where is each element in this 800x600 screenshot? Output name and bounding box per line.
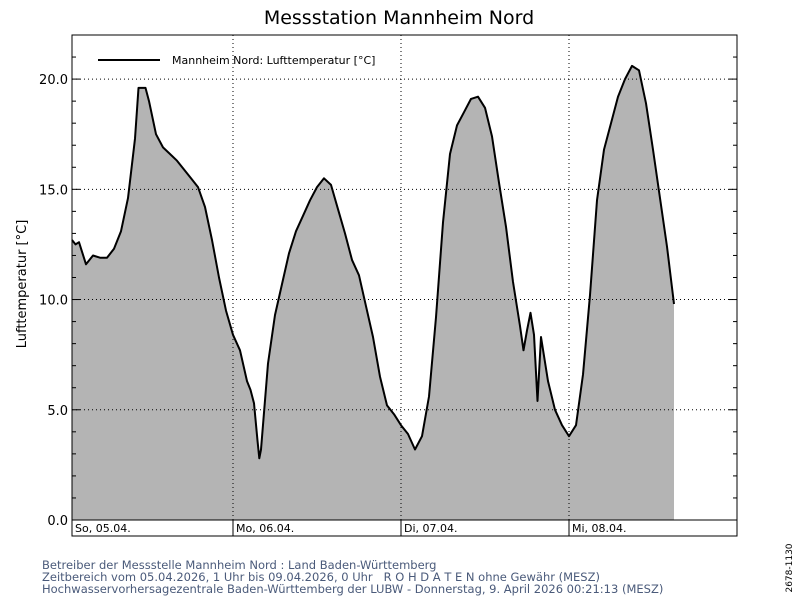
series-area [72,65,674,521]
y-axis-label: Lufttemperatur [°C] [15,220,30,349]
footer-source: Hochwasservorhersagezentrale Baden-Württ… [42,582,664,596]
y-tick-label: 15.0 [39,183,68,198]
day-label: So, 05.04. [75,522,131,535]
day-label: Di, 07.04. [404,522,458,535]
chart-title: Messstation Mannheim Nord [264,7,534,29]
series-line-path [71,64,675,460]
day-label: Mi, 08.04. [572,522,627,535]
legend-label: Mannheim Nord: Lufttemperatur [°C] [172,54,375,67]
day-label: Mo, 06.04. [236,522,294,535]
grid [72,35,737,520]
axes: 0.0 5.0 10.0 15.0 20.0 So, 05.04. Mo, 06.04. Di… [39,34,738,537]
chart-code: 2678-1130 [785,543,795,592]
series-line [71,64,675,460]
day-band [71,519,738,537]
footer-time-range: Zeitbereich vom 05.04.2026, 1 Uhr bis 09… [42,570,600,584]
series-fill [72,65,674,521]
y-tick-label: 5.0 [47,404,68,419]
legend: Mannheim Nord: Lufttemperatur [°C] [98,54,375,67]
y-tick-label: 0.0 [47,514,68,529]
y-tick-label: 20.0 [39,73,68,88]
y-tick-label: 10.0 [39,294,68,309]
footer-operator: Betreiber der Messstelle Mannheim Nord :… [42,558,437,572]
